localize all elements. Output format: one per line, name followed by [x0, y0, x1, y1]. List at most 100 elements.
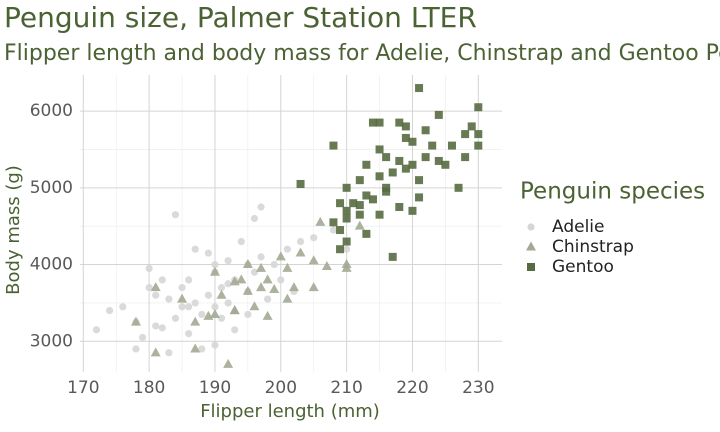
point: [256, 282, 267, 292]
point: [461, 130, 470, 139]
point: [401, 164, 410, 173]
point: [145, 283, 153, 292]
point: [236, 274, 247, 284]
legend-label: Adelie: [552, 217, 605, 237]
grid: [80, 75, 502, 372]
point: [229, 305, 240, 315]
point: [158, 276, 166, 284]
point: [250, 214, 259, 223]
legend-marker: [527, 263, 535, 271]
point: [211, 260, 219, 269]
point: [362, 229, 371, 238]
point: [224, 280, 232, 288]
point: [362, 160, 371, 169]
point: [310, 234, 318, 242]
point: [288, 282, 299, 292]
point: [224, 299, 232, 307]
point: [336, 199, 345, 208]
point: [342, 206, 351, 215]
point: [382, 153, 391, 162]
point: [362, 191, 371, 200]
point: [209, 308, 220, 318]
x-tick-label: 230: [462, 378, 494, 398]
points: [92, 84, 483, 368]
point: [355, 176, 364, 185]
point: [354, 220, 365, 230]
point: [262, 310, 273, 320]
point: [190, 316, 201, 326]
point: [408, 160, 417, 169]
point: [415, 84, 424, 93]
point: [249, 301, 260, 311]
point: [237, 237, 245, 246]
point: [204, 249, 212, 257]
chart-subtitle: Flipper length and body mass for Adelie,…: [4, 41, 720, 66]
point: [388, 168, 397, 177]
point: [329, 218, 338, 227]
point: [375, 145, 384, 154]
point: [250, 268, 259, 276]
point: [474, 141, 483, 150]
point: [224, 257, 232, 265]
point: [204, 291, 212, 299]
point: [262, 274, 273, 284]
point: [368, 195, 377, 204]
point: [217, 314, 226, 322]
point: [257, 203, 265, 211]
legend-label: Gentoo: [552, 257, 614, 277]
y-tick-label: 5000: [30, 178, 73, 198]
x-tick-label: 190: [199, 378, 231, 398]
point: [341, 262, 352, 272]
point: [150, 347, 161, 357]
chart-title: Penguin size, Palmer Station LTER: [4, 1, 477, 34]
point: [447, 141, 456, 150]
y-tick-label: 4000: [30, 255, 73, 275]
point: [342, 183, 351, 192]
point: [408, 137, 417, 146]
point: [336, 245, 345, 254]
x-tick-label: 170: [67, 378, 99, 398]
point: [191, 245, 199, 253]
point: [211, 341, 219, 349]
point: [395, 118, 404, 127]
legend-marker: [526, 241, 536, 251]
point: [106, 307, 114, 315]
point: [434, 110, 443, 119]
point: [375, 210, 384, 219]
point: [308, 255, 319, 265]
point: [216, 289, 227, 299]
legend-label: Chinstrap: [552, 237, 634, 257]
point: [355, 210, 364, 219]
point: [130, 316, 141, 326]
point: [428, 141, 437, 150]
point: [349, 199, 358, 208]
point: [355, 201, 364, 210]
point: [150, 282, 161, 292]
point: [158, 324, 166, 332]
point: [395, 156, 404, 165]
point: [282, 293, 293, 303]
point: [308, 282, 319, 292]
point: [474, 130, 483, 139]
point: [145, 264, 153, 272]
point: [256, 262, 267, 272]
point: [421, 126, 430, 135]
point: [401, 122, 410, 131]
point: [283, 245, 291, 253]
point: [244, 310, 252, 319]
x-tick-label: 180: [133, 378, 165, 398]
point: [92, 326, 101, 334]
point: [329, 141, 338, 150]
point: [275, 251, 286, 261]
point: [185, 303, 193, 311]
point: [132, 345, 140, 353]
x-tick-label: 210: [330, 378, 362, 398]
point: [375, 172, 384, 181]
point: [185, 276, 193, 284]
y-tick-label: 3000: [30, 331, 73, 351]
point: [198, 345, 206, 353]
point: [177, 293, 188, 303]
point: [270, 260, 278, 269]
point: [171, 314, 180, 322]
